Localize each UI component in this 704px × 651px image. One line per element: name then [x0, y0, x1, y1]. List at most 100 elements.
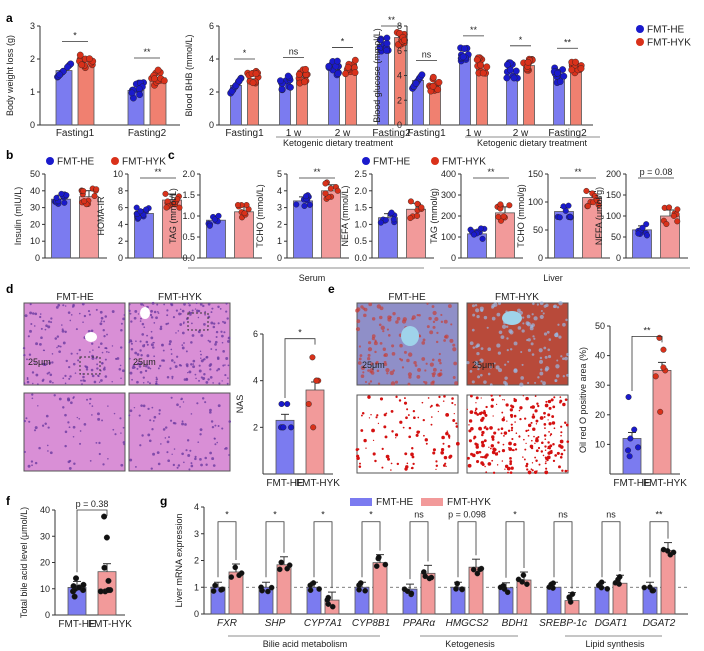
e-hyk-overview-stain: [486, 326, 489, 329]
g-dot-hyk: [376, 554, 382, 561]
d-hyk-overview-nucleus: [216, 369, 219, 372]
e-dot-he: [625, 394, 632, 401]
a3-dot-hyk: [429, 82, 437, 90]
e-hyk-overview-stain: [472, 346, 476, 349]
a3-bar-he: [459, 55, 471, 126]
a3-xtick-label: 1 w: [466, 128, 482, 139]
f-ytick-label: 0: [45, 610, 50, 620]
e-hyk-mask-lipid: [543, 411, 546, 415]
c1-dot-he: [215, 212, 222, 219]
d-hyk-zoom-nucleus: [147, 433, 151, 437]
d-he-overview-nucleus: [103, 366, 106, 369]
e-hyk-vessel: [502, 311, 522, 325]
d-he-zoom-nucleus: [31, 464, 33, 467]
d-he-overview-nucleus: [81, 383, 83, 386]
a1-sig: **: [143, 47, 151, 57]
d-hyk-overview-nucleus: [214, 340, 218, 344]
e-hyk-mask-lipid: [497, 428, 500, 431]
d-hyk-overview-nucleus: [209, 375, 213, 379]
d-he-overview-nucleus: [67, 311, 71, 314]
d-hyk-overview-nucleus: [162, 349, 165, 352]
d-hyk-overview-nucleus: [136, 380, 139, 384]
d-hyk-overview-nucleus: [166, 376, 170, 379]
d-he-zoom-nucleus: [33, 429, 37, 432]
a3-ytick-label: 0: [397, 120, 402, 130]
d-he-overview-nucleus: [78, 348, 81, 352]
legend-b-he-marker: [46, 157, 54, 165]
d-he-overview-nucleus: [62, 341, 66, 345]
g-dot-hyk: [524, 581, 530, 587]
d-he-overview-nucleus: [42, 319, 45, 323]
e-he-overview-stain: [387, 317, 392, 322]
e-hyk-mask-lipid: [509, 413, 514, 417]
e-he-overview-stain: [432, 367, 437, 372]
d-he-overview-nucleus: [50, 317, 53, 320]
b1-dot-he: [63, 192, 70, 199]
f-xtick-he: FMT-HE: [58, 619, 96, 630]
e-hyk-mask-lipid: [536, 402, 539, 405]
e-dot-he: [627, 435, 634, 442]
d-hyk-overview-nucleus: [217, 367, 221, 371]
f-dot-hyk: [103, 534, 110, 541]
e-dot-hyk: [652, 373, 659, 380]
e-hyk-mask-lipid: [537, 446, 541, 450]
e-hyk-mask-lipid: [549, 444, 553, 448]
e-hyk-mask-lipid: [511, 405, 515, 409]
d-hyk-overview-nucleus: [141, 322, 145, 326]
a2-dot-he: [334, 70, 342, 77]
e-he-overview-stain: [428, 316, 432, 321]
c1-dot-hyk: [234, 202, 241, 209]
e-hyk-overview-stain: [469, 341, 474, 346]
e-hyk-overview-stain: [544, 355, 548, 359]
d-hyk-zoom-nucleus: [138, 414, 141, 417]
e-he-mask-lipid: [430, 416, 433, 418]
d-hyk-overview-nucleus: [180, 312, 182, 315]
a3-dot-hyk: [429, 73, 437, 81]
e-he-overview-stain: [416, 313, 419, 317]
e-hyk-mask-lipid: [480, 456, 483, 458]
d-he-zoom-nucleus: [78, 417, 81, 420]
e-he-mask-lipid: [430, 423, 433, 426]
d-hyk-zoom-nucleus: [184, 423, 187, 426]
c5-ytick-label: 0: [538, 253, 543, 263]
e-hyk-mask-lipid: [496, 464, 499, 466]
d-hyk-overview-nucleus: [150, 330, 153, 333]
d-he-overview-nucleus: [120, 322, 123, 325]
a1-ytick-label: 3: [30, 21, 35, 31]
d-he-scalebar: 25μm: [28, 357, 51, 367]
d-hyk-zoom-nucleus: [180, 398, 182, 401]
e-he-mask-lipid: [390, 469, 392, 471]
e-hyk-mask-lipid: [475, 396, 479, 400]
d-hyk-overview-nucleus: [155, 382, 158, 386]
d-hyk-zoom-nucleus: [167, 459, 171, 463]
d-he-zoom-nucleus: [97, 417, 101, 421]
c3-dot-hyk: [418, 204, 425, 211]
d-dot-hyk: [305, 401, 312, 408]
d-hyk-zoom-nucleus: [228, 454, 230, 456]
e-he-mask-lipid: [424, 438, 428, 442]
e-he-mask-lipid: [437, 410, 439, 413]
e-hyk-mask-lipid: [550, 433, 553, 436]
a3-ytick-label: 4: [397, 71, 402, 81]
e-hyk-overview-stain: [480, 309, 484, 312]
e-hyk-overview-stain: [498, 330, 503, 335]
e-hyk-mask-lipid: [474, 411, 478, 415]
e-hyk-mask-lipid: [475, 445, 479, 449]
d-he-overview-nucleus: [64, 382, 67, 385]
f-dot-hyk: [105, 587, 112, 594]
e-hyk-overview-stain: [491, 316, 496, 321]
a1-ytick-label: 1: [30, 87, 35, 97]
a2-dot-hyk: [344, 63, 352, 71]
e-he-overview-stain: [407, 372, 412, 377]
d-hyk-overview-nucleus: [227, 377, 229, 379]
a3-dot-hyk: [434, 86, 442, 94]
g-group-label-lipid: Lipid synthesis: [585, 639, 645, 649]
e-hyk-mask-lipid: [502, 399, 504, 401]
c1-ytick-label: 1.0: [182, 211, 195, 221]
f-dot-he: [76, 584, 83, 591]
e-hyk-mask-lipid: [559, 439, 564, 444]
d-he-overview-nucleus: [26, 380, 30, 384]
e-he-overview-stain: [417, 367, 422, 372]
d-hyk-overview-nucleus: [175, 332, 177, 334]
c2-dot-hyk: [322, 190, 329, 197]
